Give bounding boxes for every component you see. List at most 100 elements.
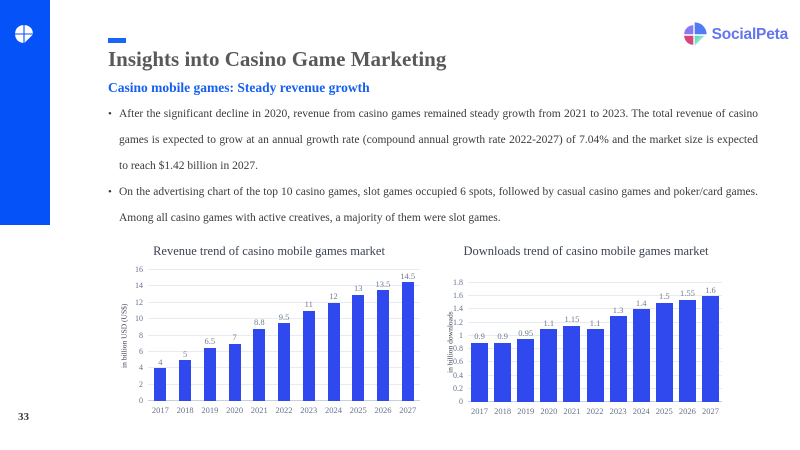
bar-value-label: 1.6 — [705, 284, 716, 295]
bar — [471, 342, 489, 402]
bullet-marker: • — [108, 186, 112, 198]
bullet-list: • After the significant decline in 2020,… — [108, 101, 758, 231]
bar — [540, 329, 558, 402]
x-tick-label: 2019 — [201, 405, 219, 415]
bar — [563, 325, 581, 402]
bar-value-label: 1.15 — [564, 314, 580, 325]
bar — [278, 323, 291, 401]
bar — [494, 342, 512, 402]
bar — [517, 339, 535, 402]
y-axis-label: in billion USD (US$) — [119, 303, 129, 368]
bar-group: 6.5 — [197, 270, 222, 401]
bars-container: 4 5 6.5 7 8.8 9.5 11 12 13 13.5 14.5 — [148, 270, 420, 401]
x-tick-label: 2021 — [250, 405, 268, 415]
y-tick-label: 0 — [139, 396, 143, 405]
bar-value-label: 1.4 — [635, 297, 647, 308]
chart-title: Revenue trend of casino mobile games mar… — [153, 244, 385, 258]
bar-group: 0.95 — [514, 283, 537, 402]
bar — [701, 296, 719, 402]
bar-value-label: 0.95 — [518, 327, 534, 338]
socialpeta-mark-icon — [15, 25, 33, 43]
bar — [327, 302, 340, 401]
x-tick-label: 2020 — [540, 406, 558, 416]
socialpeta-logo: SocialPeta — [680, 21, 788, 49]
y-tick-label: 1.6 — [453, 291, 463, 301]
y-tick-label: 16 — [135, 265, 143, 274]
x-tick-label: 2019 — [517, 406, 535, 416]
title-accent-dash — [108, 38, 126, 43]
y-tick-label: 1.4 — [453, 304, 463, 314]
gridline — [148, 301, 420, 303]
bar-value-label: 5 — [182, 348, 188, 359]
bullet-item: • On the advertising chart of the top 10… — [108, 179, 758, 231]
bar — [352, 294, 365, 401]
y-tick-label: 0.8 — [453, 344, 463, 354]
bar-group: 1.1 — [537, 283, 560, 402]
bar-value-label: 1.55 — [679, 288, 695, 299]
bar-group: 11 — [296, 270, 321, 401]
gridline — [148, 285, 420, 287]
bar-group: 1.15 — [560, 283, 583, 402]
logo-text: SocialPeta — [711, 26, 789, 43]
bar-group: 12 — [321, 270, 346, 401]
sidebar-accent-bar — [0, 0, 50, 225]
y-tick-label: 0.4 — [453, 370, 463, 380]
x-axis-labels: 2017 2018 2019 2020 2021 2022 2023 2024 2025 2026… — [468, 406, 722, 416]
bar-group: 14.5 — [395, 270, 420, 401]
x-tick-label: 2017 — [471, 406, 489, 416]
bar — [678, 299, 696, 402]
bar-value-label: 4 — [158, 356, 163, 367]
bar — [302, 310, 315, 401]
bar-value-label: 0.9 — [497, 331, 508, 341]
bar-value-label: 0.9 — [474, 331, 485, 341]
y-tick-label: 8 — [139, 330, 143, 340]
bar-value-label: 13 — [353, 283, 363, 294]
bullet-text: After the significant decline in 2020, r… — [119, 108, 758, 172]
downloads-chart: Downloads trend of casino mobile games m… — [440, 244, 732, 420]
page-subtitle: Casino mobile games: Steady revenue grow… — [108, 80, 370, 95]
bar — [253, 328, 266, 401]
bar-value-label: 6.5 — [204, 336, 216, 347]
bar-group: 1.5 — [653, 283, 676, 402]
bar-group: 0.9 — [491, 283, 514, 402]
y-tick-label: 0 — [459, 397, 463, 406]
y-tick-label: 1.8 — [453, 278, 463, 287]
gridline — [468, 321, 722, 323]
x-tick-label: 2018 — [494, 406, 512, 416]
gridline — [468, 295, 722, 297]
y-tick-label: 0.2 — [453, 383, 463, 393]
bar-value-label: 11 — [304, 299, 313, 310]
bar — [401, 282, 414, 401]
bar — [376, 290, 389, 401]
bar-value-label: 12 — [329, 291, 338, 302]
x-tick-label: 2025 — [349, 405, 367, 415]
bar-group: 13.5 — [371, 270, 396, 401]
chart-title: Downloads trend of casino mobile games m… — [463, 244, 709, 258]
bar — [228, 343, 241, 401]
bullet-text: On the advertising chart of the top 10 c… — [119, 186, 758, 224]
bar — [586, 329, 604, 402]
x-tick-label: 2027 — [399, 405, 417, 415]
bar-group: 1.4 — [630, 283, 653, 402]
x-tick-label: 2020 — [226, 405, 244, 415]
gridline — [468, 308, 722, 310]
bar — [632, 309, 650, 402]
bar-value-label: 1.3 — [612, 304, 624, 315]
bar — [154, 368, 167, 401]
plot-area: 0.9 0.9 0.95 1.1 1.15 1.1 1.3 1.4 1.5 1.55 1.6 0 0.… — [453, 279, 722, 406]
x-tick-label: 2017 — [151, 405, 169, 415]
x-tick-label: 2027 — [701, 406, 719, 416]
bullet-marker: • — [108, 108, 112, 120]
x-tick-label: 2021 — [563, 406, 581, 416]
gridline — [148, 318, 420, 320]
x-tick-label: 2022 — [275, 405, 293, 415]
bars-container: 0.9 0.9 0.95 1.1 1.15 1.1 1.3 1.4 1.5 1.55 1.6 — [468, 283, 722, 402]
bar-group: 5 — [173, 270, 198, 401]
bar — [179, 360, 192, 401]
bar-group: 1.3 — [607, 283, 630, 402]
x-axis-labels: 2017 2018 2019 2020 2021 2022 2023 2024 2025 2026… — [148, 405, 420, 415]
bar-group: 13 — [346, 270, 371, 401]
bar-group: 9.5 — [272, 270, 297, 401]
y-tick-label: 6 — [139, 346, 143, 356]
